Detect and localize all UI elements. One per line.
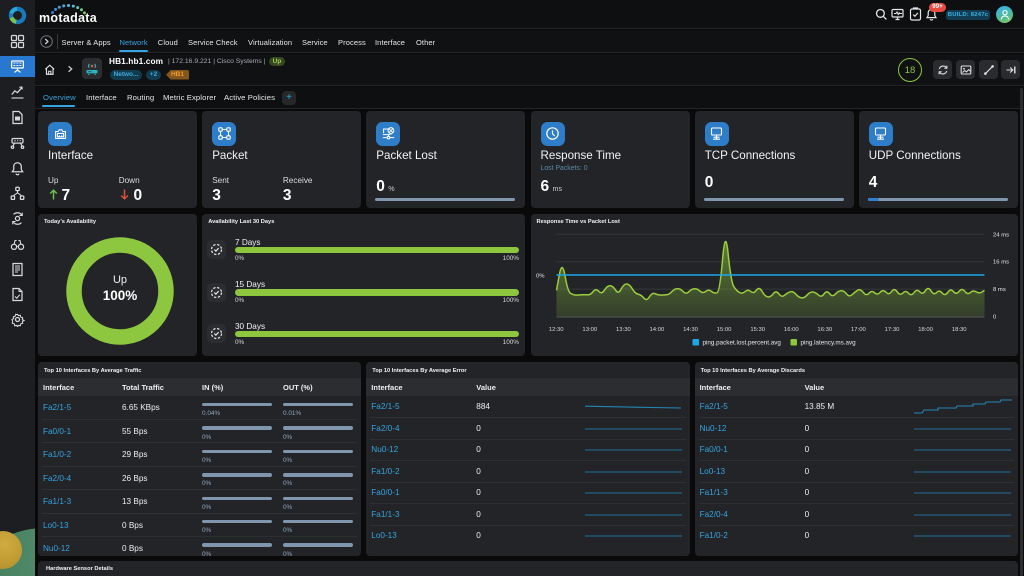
svg-text:17:30: 17:30 (884, 327, 899, 333)
svg-text:ping.packet.lost.percent.avg: ping.packet.lost.percent.avg (702, 340, 781, 347)
svg-text:0: 0 (993, 315, 997, 321)
svg-text:0%: 0% (536, 274, 545, 280)
svg-text:12:30: 12:30 (548, 327, 563, 333)
svg-text:15:00: 15:00 (716, 327, 731, 333)
svg-text:14:00: 14:00 (649, 327, 664, 333)
svg-text:16:30: 16:30 (817, 327, 832, 333)
svg-text:16 ms: 16 ms (993, 260, 1009, 266)
svg-text:17:00: 17:00 (851, 327, 866, 333)
svg-text:15:30: 15:30 (750, 327, 765, 333)
svg-text:8 ms: 8 ms (993, 287, 1006, 293)
svg-text:14:30: 14:30 (683, 327, 698, 333)
svg-text:13:00: 13:00 (582, 327, 597, 333)
svg-text:ping.latency.ms.avg: ping.latency.ms.avg (800, 340, 856, 347)
svg-text:13:30: 13:30 (616, 327, 631, 333)
svg-text:18:30: 18:30 (951, 327, 966, 333)
svg-text:24 ms: 24 ms (993, 232, 1009, 238)
svg-text:18:00: 18:00 (918, 327, 933, 333)
svg-text:16:00: 16:00 (783, 327, 798, 333)
